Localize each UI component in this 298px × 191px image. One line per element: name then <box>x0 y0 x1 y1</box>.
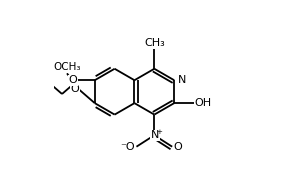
Text: ⁻O: ⁻O <box>120 142 135 152</box>
Text: O: O <box>174 142 182 152</box>
Text: N: N <box>150 130 159 140</box>
Text: N: N <box>178 75 186 85</box>
Text: +: + <box>157 129 163 135</box>
Text: OCH₃: OCH₃ <box>53 62 81 72</box>
Text: OH: OH <box>195 98 212 108</box>
Text: O: O <box>71 84 79 94</box>
Text: CH₃: CH₃ <box>144 38 165 48</box>
Text: O: O <box>68 75 77 85</box>
